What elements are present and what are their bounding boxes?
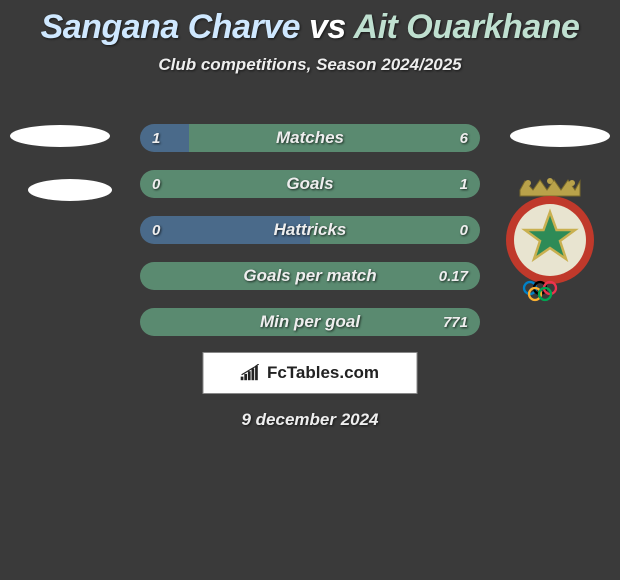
player2-name: Ait Ouarkhane [354, 8, 580, 46]
player2-avatar-placeholder [510, 125, 610, 147]
stat-value-left: 0 [152, 222, 160, 239]
stat-value-left: 1 [152, 130, 160, 147]
branding-badge: FcTables.com [203, 352, 418, 394]
stat-label: Goals [140, 174, 480, 194]
title-vs: vs [309, 8, 346, 46]
stat-row: Goals per match0.17 [140, 262, 480, 290]
stat-value-right: 1 [460, 176, 468, 193]
branding-text: FcTables.com [267, 363, 379, 383]
stat-row: Min per goal771 [140, 308, 480, 336]
stats-table: Matches16Goals01Hattricks00Goals per mat… [140, 124, 480, 354]
stat-row: Matches1 6 [140, 124, 480, 152]
player2-club-crest [500, 178, 600, 306]
stat-value-right: 0 [460, 222, 468, 239]
bars-icon [241, 364, 263, 382]
stat-row: Hattricks0 0 [140, 216, 480, 244]
comparison-card: Sangana Charve vs Ait Ouarkhane Club com… [0, 0, 620, 580]
stat-row: Goals0 1 [140, 170, 480, 198]
player1-flag-placeholder [28, 179, 112, 201]
stat-value-right: 771 [443, 314, 468, 331]
stat-label: Goals per match [140, 266, 480, 286]
title: Sangana Charve vs Ait Ouarkhane [0, 0, 620, 47]
player1-name: Sangana Charve [41, 8, 300, 46]
stat-value-right: 6 [460, 130, 468, 147]
stat-label: Hattricks [140, 220, 480, 240]
player1-avatar-placeholder [10, 125, 110, 147]
subtitle: Club competitions, Season 2024/2025 [0, 55, 620, 75]
stat-value-right: 0.17 [439, 268, 468, 285]
stat-label: Min per goal [140, 312, 480, 332]
date-caption: 9 december 2024 [0, 410, 620, 430]
stat-label: Matches [140, 128, 480, 148]
stat-value-left: 0 [152, 176, 160, 193]
